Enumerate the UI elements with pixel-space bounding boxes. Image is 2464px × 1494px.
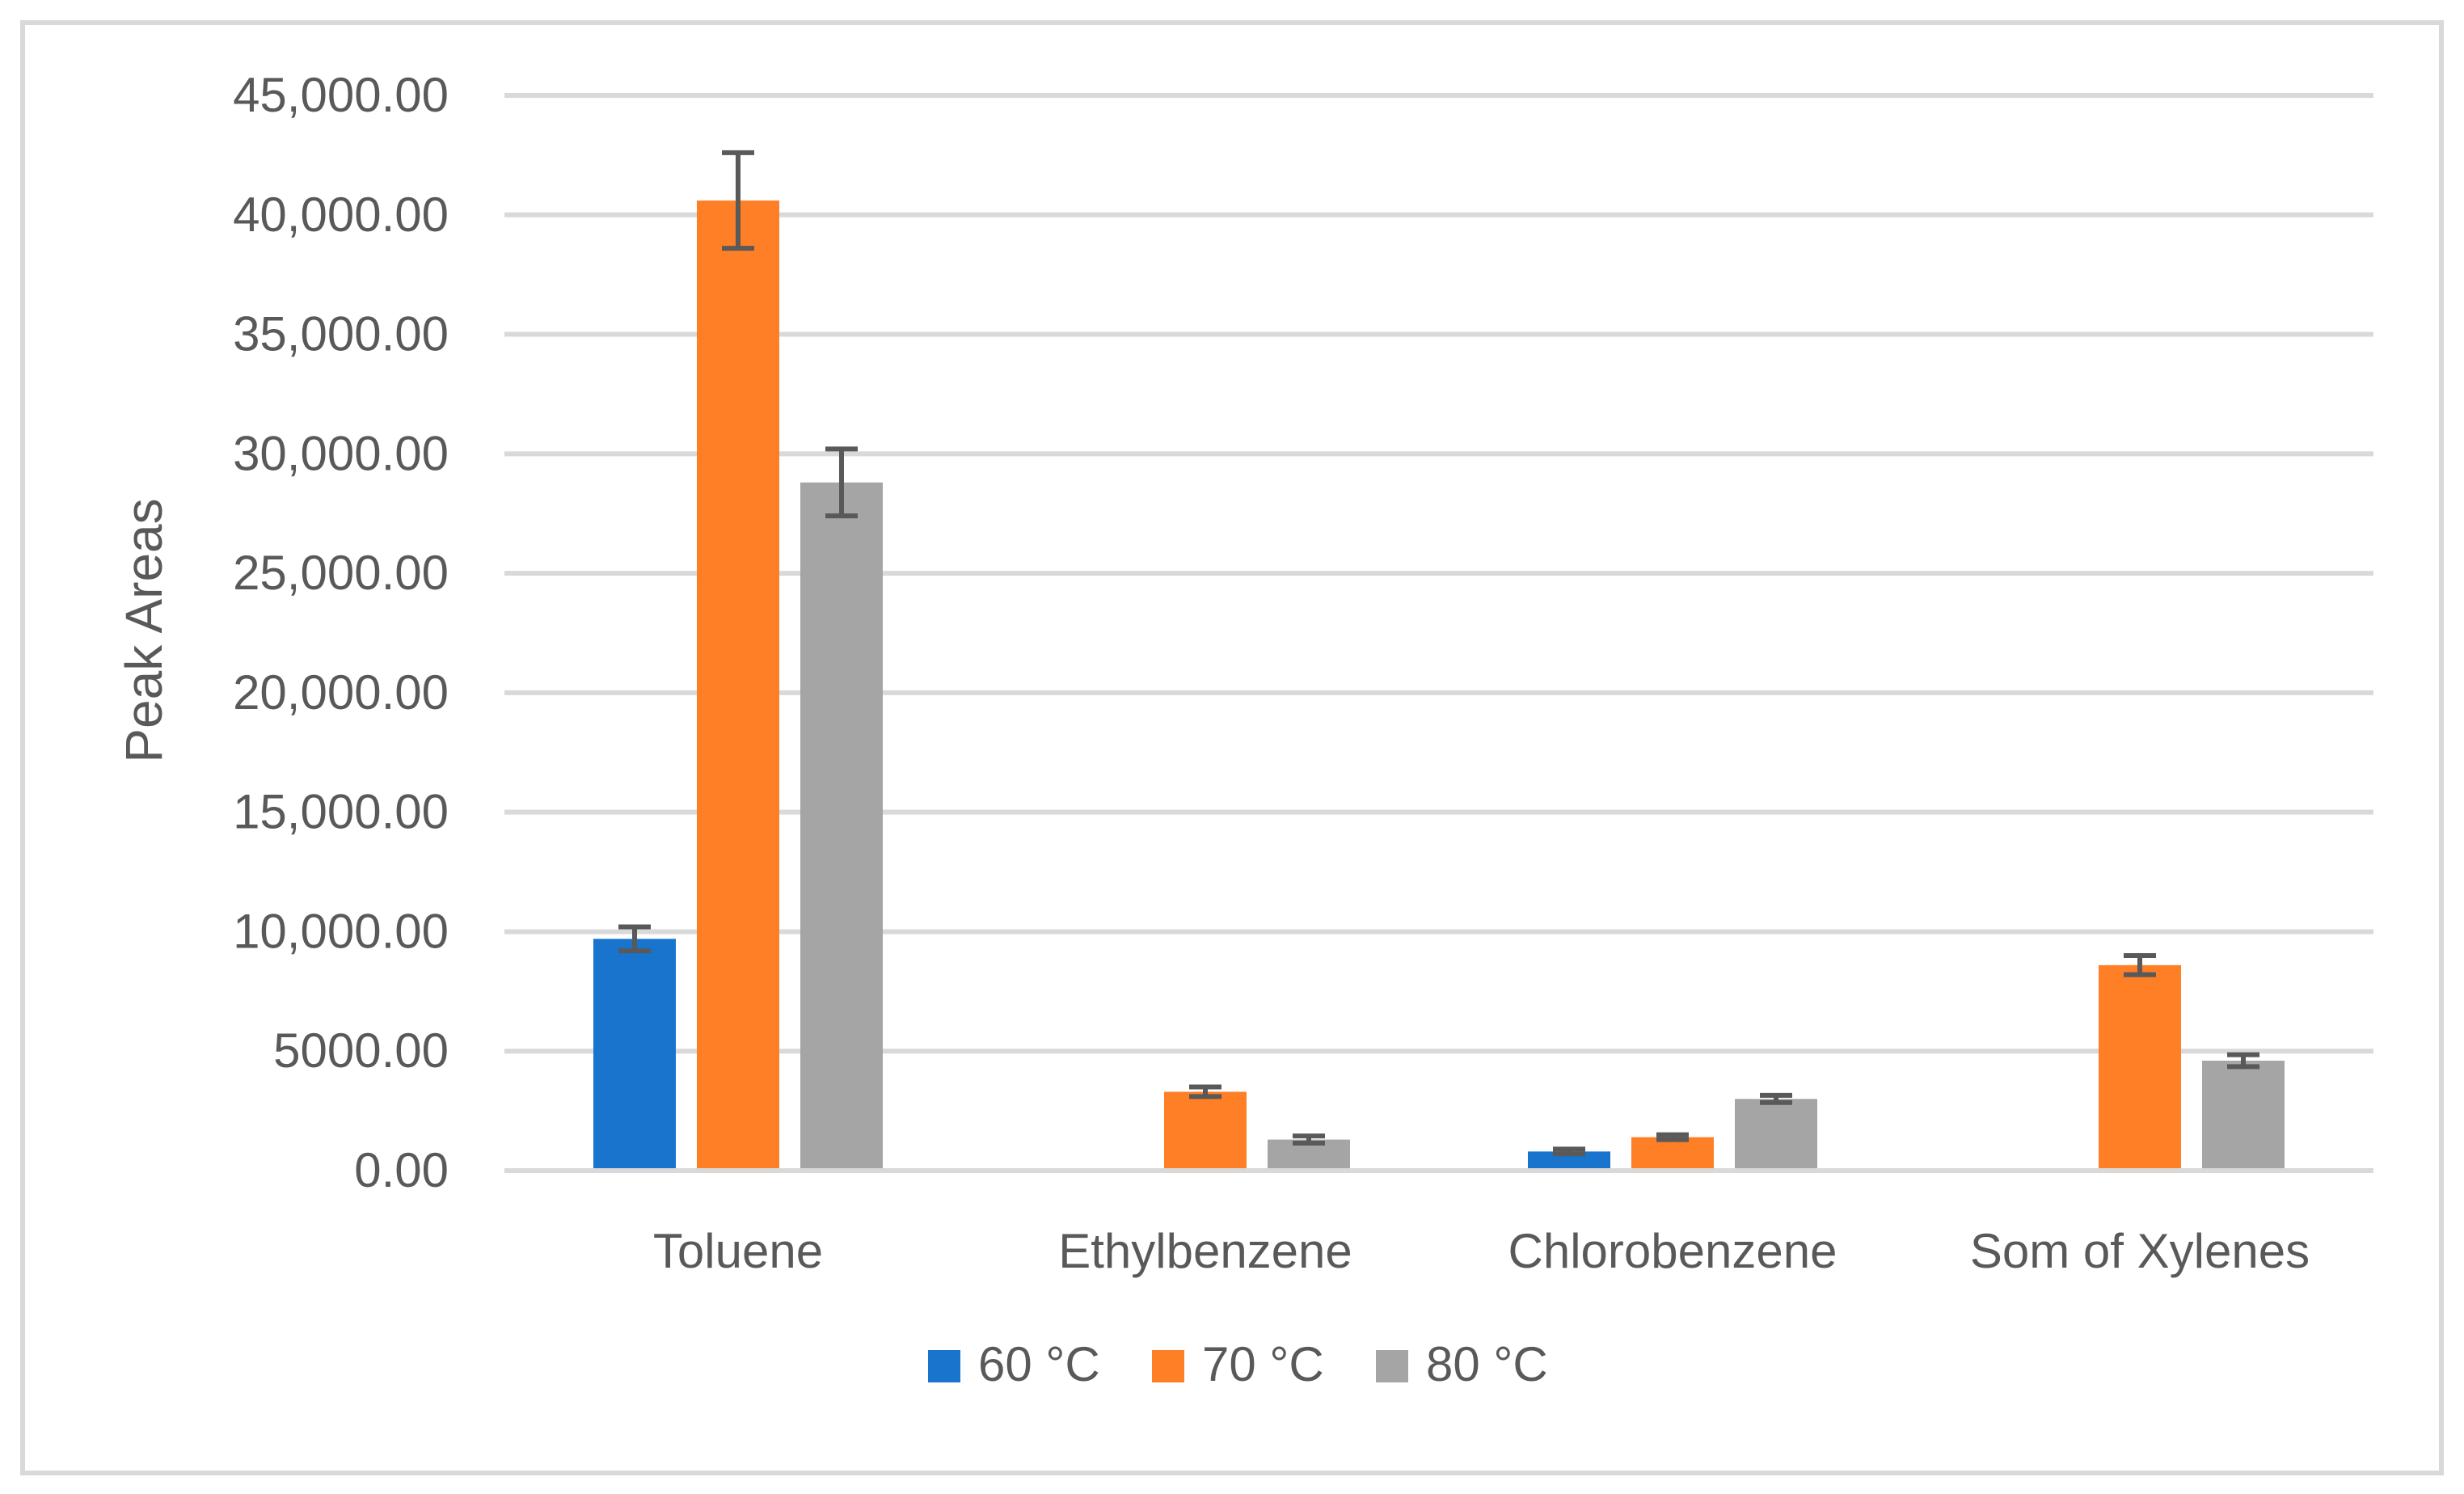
legend-swatch (1152, 1350, 1184, 1382)
legend-item-70-c: 70 °C (1152, 1337, 1324, 1391)
y-tick-label: 40,000.00 (233, 188, 449, 242)
error-bar-toluene-60-c (618, 924, 651, 954)
x-category-label: Chlorobenzene (1508, 1224, 1837, 1278)
x-category-label: Toluene (653, 1224, 823, 1278)
x-category-label: Som of Xylenes (1970, 1224, 2310, 1278)
error-bar-toluene-70-c (722, 150, 754, 251)
legend-item-80-c: 80 °C (1376, 1337, 1548, 1391)
y-tick-label: 15,000.00 (233, 785, 449, 839)
legend-label: 80 °C (1426, 1337, 1548, 1391)
chart-frame (20, 20, 2444, 1475)
bar-toluene-80-c (800, 482, 883, 1171)
bar-chlorobenzene-60-c (1528, 1151, 1610, 1171)
bar-som-of-xylenes-80-c (2202, 1061, 2285, 1171)
bar-toluene-60-c (593, 939, 676, 1171)
error-bar-som-of-xylenes-80-c (2227, 1052, 2259, 1070)
y-tick-label: 5000.00 (273, 1023, 449, 1078)
error-bar-chlorobenzene-60-c (1553, 1146, 1585, 1157)
error-bar-ethylbenzene-80-c (1293, 1133, 1325, 1146)
legend-item-60-c: 60 °C (928, 1337, 1100, 1391)
legend-label: 60 °C (978, 1337, 1100, 1391)
error-bar-chlorobenzene-70-c (1656, 1132, 1689, 1142)
legend-swatch (928, 1350, 960, 1382)
bar-chlorobenzene-80-c (1735, 1099, 1817, 1171)
error-bar-som-of-xylenes-70-c (2124, 953, 2156, 977)
error-bar-chlorobenzene-80-c (1760, 1092, 1792, 1105)
y-tick-label: 20,000.00 (233, 665, 449, 720)
bars (593, 200, 2285, 1171)
error-bars (618, 150, 2259, 1157)
y-tick-label: 45,000.00 (233, 68, 449, 122)
x-category-label: Ethylbenzene (1058, 1224, 1352, 1278)
error-bar-ethylbenzene-70-c (1189, 1084, 1221, 1099)
legend-swatch (1376, 1350, 1408, 1382)
bar-toluene-70-c (697, 200, 779, 1171)
bar-chlorobenzene-70-c (1631, 1137, 1714, 1171)
y-axis-title: Peak Areas (115, 498, 173, 762)
error-bar-toluene-80-c (825, 446, 858, 519)
y-tick-label: 0.00 (354, 1143, 449, 1197)
y-tick-label: 10,000.00 (233, 904, 449, 958)
bar-som-of-xylenes-70-c (2099, 964, 2181, 1171)
legend: 60 °C 70 °C 80 °C (928, 1337, 1548, 1391)
y-tick-label: 35,000.00 (233, 307, 449, 361)
x-category-labels: Toluene Ethylbenzene Chlorobenzene Som of X… (653, 1224, 2310, 1278)
y-tick-label: 25,000.00 (233, 546, 449, 600)
y-tick-label: 30,000.00 (233, 426, 449, 480)
y-tick-labels: 0.00 5000.00 10,000.00 15,000.00 20,000.00 25… (233, 68, 449, 1197)
legend-label: 70 °C (1202, 1337, 1324, 1391)
bar-ethylbenzene-70-c (1164, 1091, 1247, 1171)
